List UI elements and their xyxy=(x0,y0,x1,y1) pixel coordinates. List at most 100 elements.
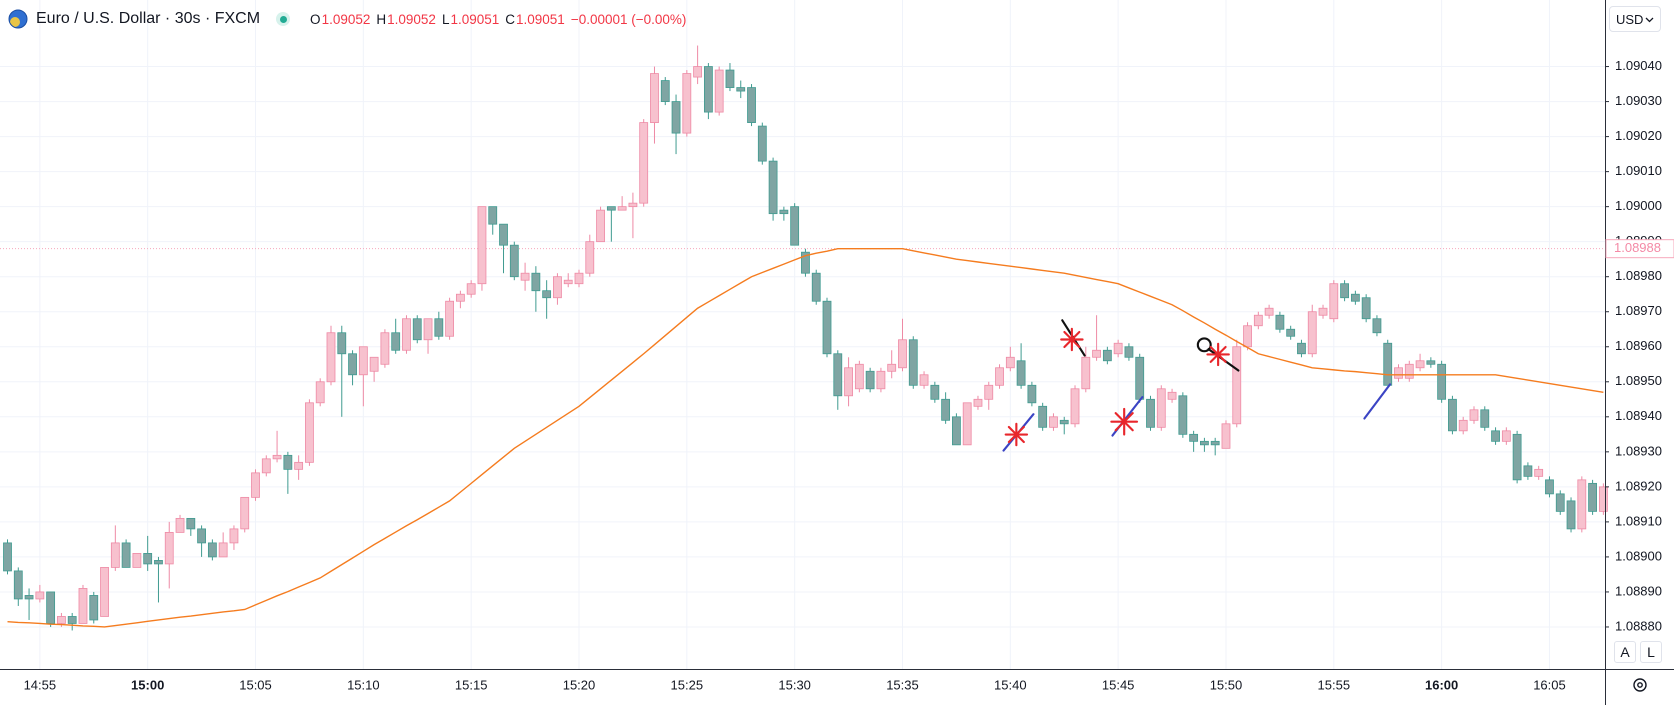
bull-candle xyxy=(1092,349,1101,358)
bear-candle xyxy=(1588,482,1598,512)
labels: 1.08880 1.08890 1.08900 1.08910 1.08920 1.089… xyxy=(24,58,1674,692)
bear-candle xyxy=(1059,419,1069,425)
x-tick-label: 16:05 xyxy=(1533,677,1566,692)
bear-candle xyxy=(1124,346,1134,358)
bull-candle xyxy=(563,279,573,285)
bull-candle xyxy=(240,496,250,530)
bear-candle xyxy=(671,101,681,134)
bull-candle xyxy=(1243,325,1252,348)
bull-candle xyxy=(1501,430,1511,442)
bull-candle xyxy=(315,381,325,404)
bear-candle xyxy=(1491,430,1500,442)
bull-candle xyxy=(1113,342,1123,355)
marker xyxy=(1004,422,1029,447)
bull-candle xyxy=(402,318,411,351)
bull-candle xyxy=(574,272,584,285)
bear-candle xyxy=(1566,500,1576,530)
bear-candle xyxy=(1027,384,1037,404)
bear-candle xyxy=(768,160,778,215)
trend-line xyxy=(1363,383,1392,420)
bear-candle xyxy=(391,332,401,351)
bull-candle xyxy=(650,73,659,123)
bull-candle xyxy=(995,367,1004,386)
settings-icon[interactable] xyxy=(1633,678,1647,692)
bull-candle xyxy=(553,276,562,299)
bull-candle xyxy=(455,293,465,302)
bear-candle xyxy=(1178,395,1188,435)
bull-candle xyxy=(617,206,627,211)
x-tick-label: 15:15 xyxy=(455,677,488,692)
x-tick-label: 15:45 xyxy=(1102,677,1135,692)
bear-candle xyxy=(488,206,498,225)
bear-candle xyxy=(67,616,77,624)
bull-candle xyxy=(1167,391,1177,400)
log-scale-button[interactable]: L xyxy=(1640,641,1662,663)
bull-candle xyxy=(369,356,379,372)
x-tick-label: 15:10 xyxy=(347,677,380,692)
y-tick-label: 1.09030 xyxy=(1615,93,1662,108)
bull-candle xyxy=(175,517,185,533)
y-tick-label: 1.08920 xyxy=(1615,478,1662,493)
x-tick-label: 15:25 xyxy=(671,677,704,692)
y-tick-label: 1.08980 xyxy=(1615,268,1662,283)
bear-candle xyxy=(757,125,767,162)
marker xyxy=(1196,337,1212,353)
y-tick-label: 1.09010 xyxy=(1615,163,1662,178)
y-tick-label: 1.08930 xyxy=(1615,443,1662,458)
x-tick-label: 15:35 xyxy=(886,677,919,692)
bear-candle xyxy=(779,209,789,215)
bear-candle xyxy=(747,87,756,123)
bull-candle xyxy=(1394,367,1403,379)
price-label: 1.08988 xyxy=(1614,240,1661,255)
y-tick-label: 1.08890 xyxy=(1615,583,1662,598)
legend-label: H xyxy=(376,11,387,27)
bull-candle xyxy=(585,241,595,274)
bear-candle xyxy=(660,80,670,102)
bull-candle xyxy=(919,374,929,386)
auto-scale-button[interactable]: A xyxy=(1614,641,1636,663)
symbol-title: Euro / U.S. Dollar · 30s · FXCM xyxy=(36,10,261,27)
x-tick-label: 15:05 xyxy=(239,677,272,692)
bull-candle xyxy=(1458,419,1468,432)
bear-candle xyxy=(703,66,713,113)
bear-candle xyxy=(121,542,131,568)
grid xyxy=(0,0,1605,669)
bull-candle xyxy=(1577,479,1587,530)
bull-candle xyxy=(380,332,390,365)
bull-candle xyxy=(35,591,45,600)
bear-candle xyxy=(606,206,616,211)
bear-candle xyxy=(434,318,444,337)
y-tick-label: 1.08960 xyxy=(1615,338,1662,353)
bear-candle xyxy=(1275,314,1285,330)
bull-candle xyxy=(100,567,109,617)
bear-candle xyxy=(89,595,99,621)
bull-candle xyxy=(1415,360,1425,369)
bull-candle xyxy=(1221,423,1231,449)
bull-candle xyxy=(305,402,314,463)
bull-candle xyxy=(639,122,649,204)
currency-select[interactable]: USD xyxy=(1609,6,1661,32)
y-tick-label: 1.08950 xyxy=(1615,373,1662,388)
dropdown-icon xyxy=(1645,17,1654,23)
bear-candle xyxy=(3,542,12,572)
bull-candle xyxy=(423,318,433,341)
bear-candle xyxy=(1480,409,1490,428)
bull-candle xyxy=(1005,356,1015,369)
y-tick-label: 1.09040 xyxy=(1615,58,1662,73)
bull-candle xyxy=(229,528,239,544)
bear-candle xyxy=(1383,342,1393,386)
bear-candle xyxy=(930,384,940,400)
bull-candle xyxy=(1156,388,1166,428)
bear-candle xyxy=(1448,398,1457,432)
bear-candle xyxy=(1512,433,1522,481)
bull-candle xyxy=(78,588,88,624)
x-tick-label: 15:20 xyxy=(563,677,596,692)
bear-candle xyxy=(143,553,153,565)
bear-candle xyxy=(1437,363,1447,400)
legend-label: L xyxy=(441,11,450,27)
legend-label: O xyxy=(310,11,321,27)
bear-candle xyxy=(1038,405,1048,428)
bull-candle xyxy=(132,553,142,568)
bear-candle xyxy=(822,300,832,355)
